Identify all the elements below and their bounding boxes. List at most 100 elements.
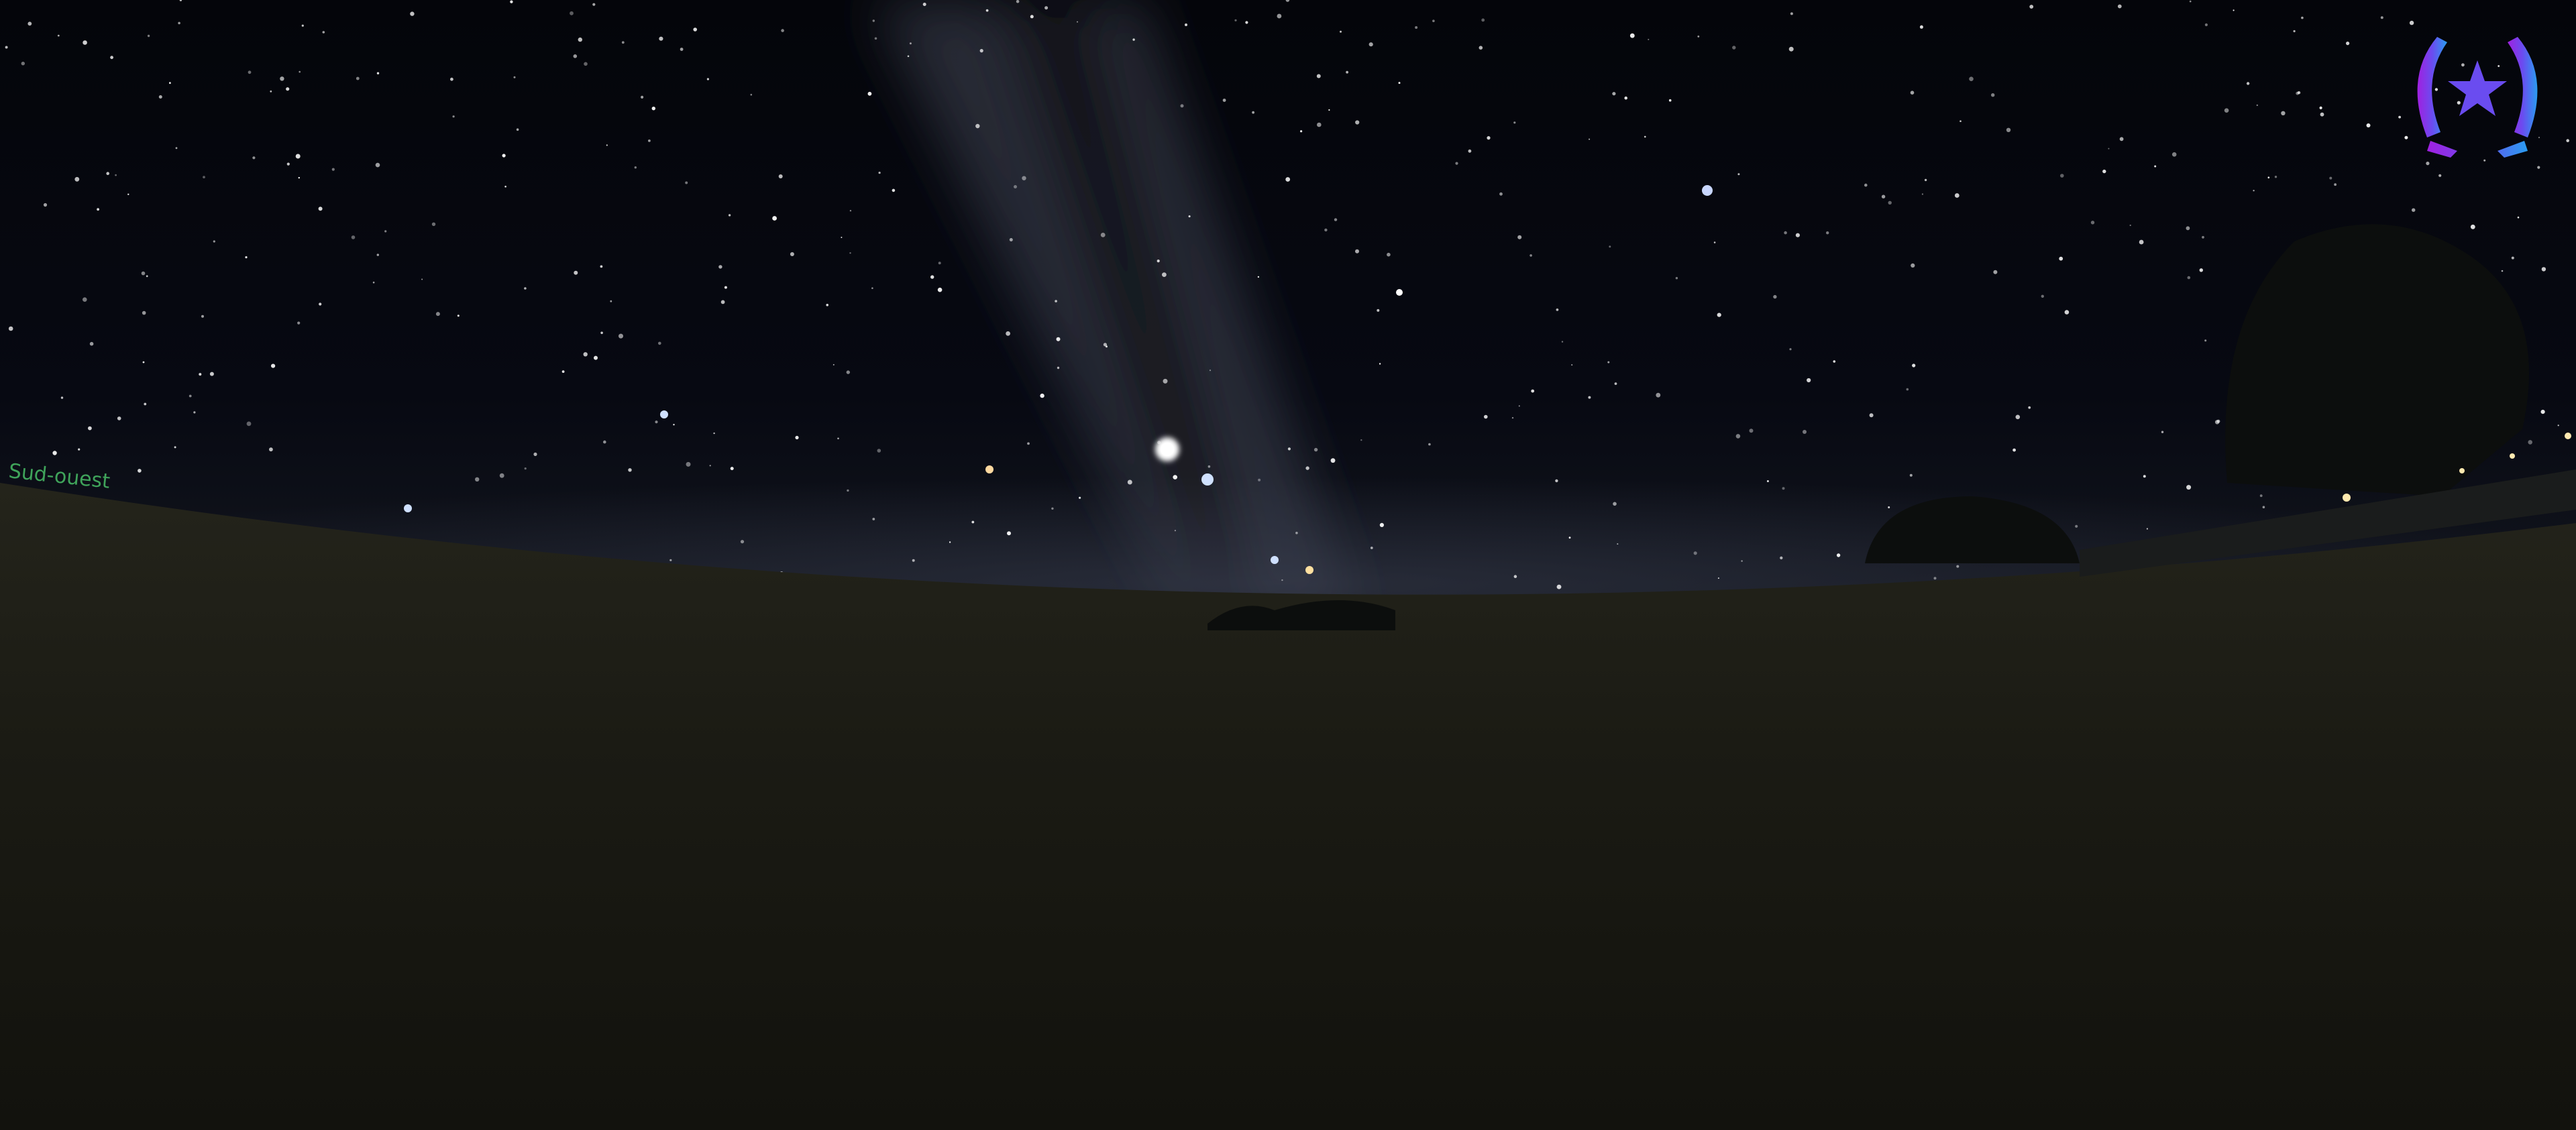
star xyxy=(1396,289,1403,296)
ground xyxy=(0,483,2576,1130)
star xyxy=(516,128,519,131)
star xyxy=(1919,25,1923,29)
star xyxy=(1079,496,1081,499)
star xyxy=(778,174,783,178)
star xyxy=(1656,392,1661,398)
star xyxy=(331,168,335,171)
star xyxy=(1432,19,1435,22)
star xyxy=(1609,245,1611,248)
star xyxy=(685,181,688,184)
star xyxy=(142,361,145,363)
star xyxy=(435,312,440,317)
star xyxy=(1305,566,1313,574)
star xyxy=(1016,0,1020,3)
star xyxy=(2143,475,2146,478)
star xyxy=(1009,238,1013,241)
star xyxy=(2457,101,2461,105)
star xyxy=(504,185,506,188)
star xyxy=(2256,104,2258,107)
star xyxy=(318,207,323,211)
star xyxy=(2538,136,2540,139)
star xyxy=(1607,361,1610,363)
star xyxy=(524,287,527,290)
star xyxy=(2108,148,2110,150)
star xyxy=(1057,366,1060,370)
star xyxy=(2139,239,2144,245)
star xyxy=(1398,82,1401,84)
star xyxy=(1561,341,1564,343)
star xyxy=(2029,5,2034,9)
star xyxy=(1377,308,1380,312)
star xyxy=(1245,21,1248,24)
star xyxy=(8,326,13,331)
star xyxy=(790,252,794,256)
star xyxy=(457,315,460,317)
star xyxy=(146,275,148,278)
star xyxy=(2517,216,2520,219)
star xyxy=(1624,96,1627,100)
star xyxy=(1737,173,1740,176)
star xyxy=(1513,121,1516,124)
star xyxy=(1370,547,1373,549)
star xyxy=(524,467,527,470)
star xyxy=(89,341,94,346)
star xyxy=(1103,343,1107,347)
star xyxy=(78,448,80,451)
star xyxy=(659,36,663,41)
star xyxy=(452,115,455,118)
star xyxy=(421,278,423,280)
star xyxy=(1531,389,1535,393)
star xyxy=(2262,506,2265,508)
star xyxy=(2059,256,2063,261)
star xyxy=(1258,478,1261,482)
star xyxy=(648,139,651,142)
star xyxy=(299,70,301,73)
star xyxy=(1741,560,1743,562)
star xyxy=(874,37,877,40)
star xyxy=(52,451,57,455)
star xyxy=(693,27,697,32)
star xyxy=(1555,479,1558,483)
star xyxy=(1180,104,1184,108)
star xyxy=(1234,19,1237,21)
star xyxy=(2501,270,2504,272)
star xyxy=(2470,224,2475,229)
star xyxy=(533,452,537,457)
star xyxy=(2274,176,2277,178)
star xyxy=(713,432,715,435)
star xyxy=(2028,406,2031,409)
star xyxy=(1222,99,1226,102)
star xyxy=(1324,228,1328,232)
star xyxy=(297,321,301,325)
star xyxy=(2202,235,2204,239)
star xyxy=(1617,543,1619,545)
star xyxy=(1644,135,1646,138)
star xyxy=(849,210,852,212)
star xyxy=(606,144,608,146)
star xyxy=(907,55,910,58)
star xyxy=(144,402,147,406)
star xyxy=(1784,231,1787,235)
star xyxy=(1300,130,1303,133)
star xyxy=(2334,183,2337,186)
star xyxy=(245,256,248,259)
star xyxy=(1313,447,1318,452)
star xyxy=(1836,553,1841,557)
app-logo[interactable] xyxy=(2417,37,2538,158)
star xyxy=(2246,82,2250,85)
star xyxy=(375,162,380,168)
star xyxy=(1077,21,1078,23)
star xyxy=(356,76,360,80)
star xyxy=(728,214,731,217)
star xyxy=(1368,42,1373,47)
star xyxy=(1355,249,1359,253)
star xyxy=(2224,108,2229,113)
star xyxy=(724,286,727,289)
star xyxy=(603,440,606,444)
star xyxy=(174,446,176,449)
star xyxy=(298,176,300,179)
star xyxy=(1387,252,1391,257)
star xyxy=(201,315,204,318)
